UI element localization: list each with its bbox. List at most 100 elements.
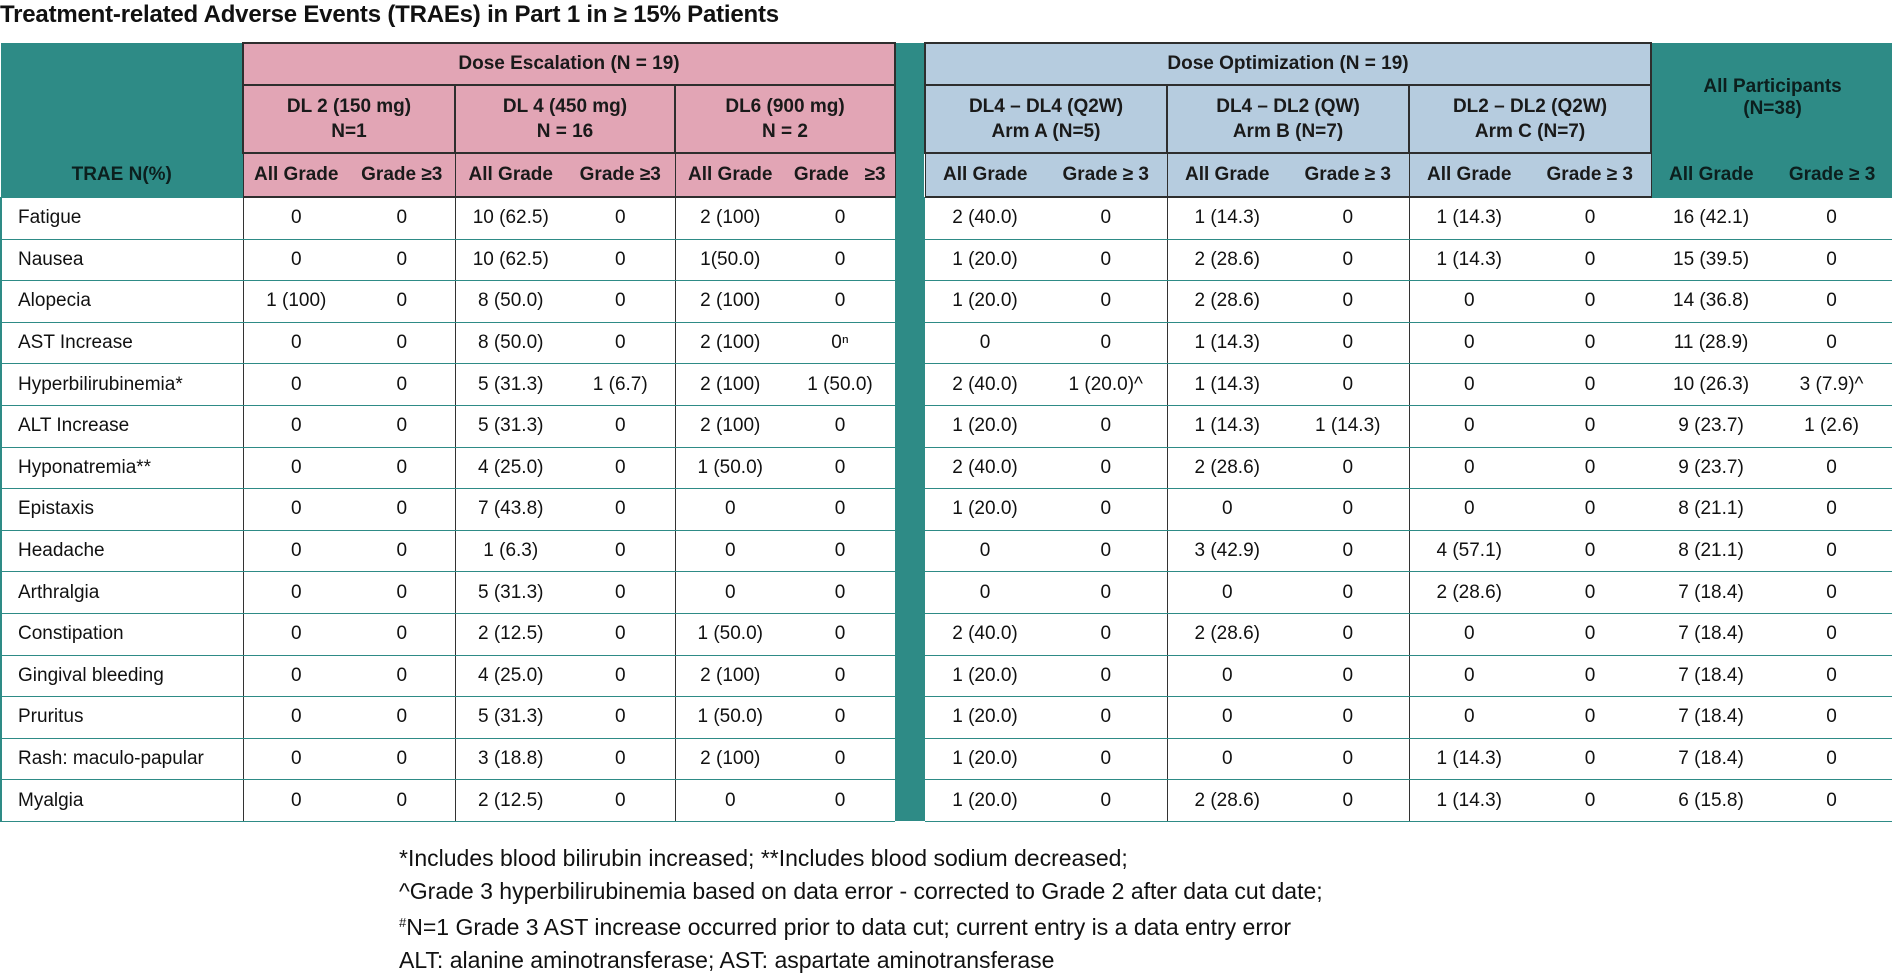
table-cell: 0 — [1409, 489, 1529, 531]
table-cell: 0 — [243, 655, 349, 697]
table-cell: 0 — [1409, 613, 1529, 655]
table-cell: 0 — [1045, 697, 1167, 739]
table-cell: 0 — [1771, 572, 1892, 614]
table-cell: 2 (28.6) — [1167, 281, 1287, 323]
table-cell: 1 (14.3) — [1409, 197, 1529, 239]
footnote-2: ^Grade 3 hyperbilirubinemia based on dat… — [399, 875, 1323, 908]
table-cell: 1 (14.3) — [1167, 405, 1287, 447]
row-name: Rash: maculo-papular — [1, 738, 243, 780]
table-cell: 10 (62.5) — [455, 239, 566, 281]
arm-header-line2: N = 16 — [456, 119, 674, 144]
table-cell: 0 — [1287, 489, 1409, 531]
table-cell: 0 — [1287, 530, 1409, 572]
table-cell: 0 — [1529, 613, 1651, 655]
table-cell: 14 (36.8) — [1651, 281, 1771, 323]
table-cell: 0 — [1287, 738, 1409, 780]
table-cell: 0 — [1409, 281, 1529, 323]
table-cell: 0 — [1771, 697, 1892, 739]
table-cell: 2 (28.6) — [1167, 780, 1287, 822]
table-cell: 7 (18.4) — [1651, 738, 1771, 780]
table-cell: 5 (31.3) — [455, 572, 566, 614]
table-cell: 0 — [566, 239, 675, 281]
table-cell: 0 — [566, 322, 675, 364]
table-cell: 2 (40.0) — [925, 447, 1045, 489]
table-cell: 0 — [1287, 655, 1409, 697]
table-cell: 0 — [566, 530, 675, 572]
table-cell: 9 (23.7) — [1651, 447, 1771, 489]
table-cell: 4 (25.0) — [455, 447, 566, 489]
footnote-1: *Includes blood bilirubin increased; **I… — [399, 842, 1323, 875]
arm-header-line2: Arm A (N=5) — [926, 119, 1166, 144]
table-cell: 0 — [675, 530, 785, 572]
table-cell: 0 — [1529, 239, 1651, 281]
table-cell: 0 — [566, 738, 675, 780]
table-cell: 0 — [1287, 572, 1409, 614]
page-title: Treatment-related Adverse Events (TRAEs)… — [0, 0, 779, 34]
table-cell: 10 (26.3) — [1651, 364, 1771, 406]
subheader-grade-3: Grade ≥3 — [566, 153, 675, 197]
table-cell: 2 (40.0) — [925, 364, 1045, 406]
group-separator — [895, 530, 925, 572]
footnote-3: #N=1 Grade 3 AST increase occurred prior… — [399, 907, 1323, 944]
table-cell: 1 (14.3) — [1409, 780, 1529, 822]
table-cell: 0 — [1045, 281, 1167, 323]
subheader-all-grade: All Grade — [1651, 153, 1771, 197]
table-cell: 2 (28.6) — [1167, 613, 1287, 655]
table-cell: 0 — [1771, 655, 1892, 697]
table-cell: 0 — [1045, 197, 1167, 239]
subheader-grade-3: Grade ≥3 — [349, 153, 455, 197]
table-cell: 2 (28.6) — [1167, 239, 1287, 281]
table-cell: 1 (50.0) — [675, 447, 785, 489]
table-cell: 8 (50.0) — [455, 322, 566, 364]
table-cell: 0 — [1529, 447, 1651, 489]
table-cell: 0 — [1529, 530, 1651, 572]
row-name: ALT Increase — [1, 405, 243, 447]
table-cell: 0 — [785, 405, 895, 447]
table-cell: 0 — [785, 239, 895, 281]
subheader-grade-3: Grade ≥ 3 — [1529, 153, 1651, 197]
row-name: Fatigue — [1, 197, 243, 239]
table-cell: 0 — [349, 322, 455, 364]
row-name: Headache — [1, 530, 243, 572]
table-cell: 1 (14.3) — [1409, 239, 1529, 281]
subheader-grade-3: Grade ≥ 3 — [1771, 153, 1892, 197]
table-cell: 1 (20.0) — [925, 405, 1045, 447]
table-cell: 0 — [349, 239, 455, 281]
table-cell: 0 — [785, 738, 895, 780]
table-cell: 0 — [925, 322, 1045, 364]
table-cell: 0 — [566, 572, 675, 614]
table-cell: 0 — [1167, 697, 1287, 739]
table-cell: 0 — [349, 281, 455, 323]
table-cell: 4 (57.1) — [1409, 530, 1529, 572]
all-participants-label: All Participants — [1652, 76, 1892, 98]
table-cell: 0 — [1045, 530, 1167, 572]
row-name: Nausea — [1, 239, 243, 281]
table-cell: 1 (14.3) — [1167, 322, 1287, 364]
arm-header-line1: DL4 – DL4 (Q2W) — [926, 94, 1166, 119]
table-cell: 3 (18.8) — [455, 738, 566, 780]
table-cell: 0 — [1287, 364, 1409, 406]
table-cell: 0 — [349, 655, 455, 697]
table-cell: 0 — [1529, 738, 1651, 780]
table-cell: 1 (6.7) — [566, 364, 675, 406]
table-cell: 0 — [1529, 405, 1651, 447]
table-cell: 0 — [1771, 613, 1892, 655]
group-separator — [895, 572, 925, 614]
table-cell: 0 — [1167, 572, 1287, 614]
table-cell: 0 — [1167, 655, 1287, 697]
table-cell: 2 (28.6) — [1409, 572, 1529, 614]
table-cell: 0 — [785, 197, 895, 239]
table-cell: 0 — [243, 364, 349, 406]
table-cell: 0 — [1045, 489, 1167, 531]
subheader-grade-3: Grade ≥3 — [785, 153, 895, 197]
arm-header-dl6: DL6 (900 mg) N = 2 — [675, 85, 895, 153]
